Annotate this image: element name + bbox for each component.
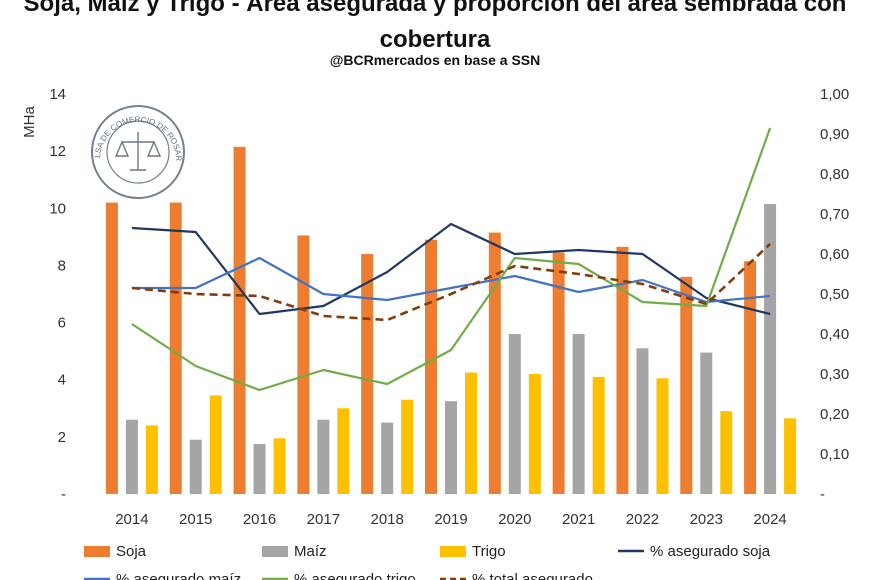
line-asegurado-trigo: [131, 127, 772, 392]
bar-soja: [233, 146, 246, 494]
y2-tick-label: 0,40: [820, 326, 849, 343]
legend-label: % asegurado soja: [650, 543, 771, 560]
bar-soja: [425, 239, 437, 494]
left-axis: - 2 4 6 8 10 12 14: [49, 86, 66, 503]
x-tick-label: 2020: [498, 511, 531, 528]
legend-label: % total asegurado: [472, 571, 593, 580]
bar-trigo: [528, 374, 541, 494]
line-asegurado-ma-z: [131, 256, 771, 304]
y-tick-label: 6: [58, 315, 66, 332]
x-tick-label: 2022: [626, 511, 659, 528]
bar-ma-z: [253, 444, 266, 494]
bar-ma-z: [508, 334, 521, 494]
watermark-seal: BOLSA DE COMERCIO DE ROSARIO: [0, 0, 185, 199]
y-tick-label: 10: [49, 200, 66, 217]
bar-soja: [616, 246, 629, 494]
y-tick-label: 8: [58, 257, 66, 274]
legend-label: Soja: [116, 543, 147, 560]
x-tick-label: 2014: [115, 511, 148, 528]
bar-soja: [680, 276, 693, 494]
bar-trigo: [784, 418, 797, 494]
bar-trigo: [465, 372, 477, 494]
line-asegurado-soja: [131, 222, 771, 316]
legend-swatch: [262, 546, 288, 557]
bar-trigo: [656, 378, 669, 494]
y2-tick-label: 0,30: [820, 366, 849, 383]
legend-swatch: [84, 546, 110, 557]
x-tick-label: 2016: [243, 511, 276, 528]
y2-tick-label: 0,70: [820, 206, 849, 223]
line-total-asegurado: [131, 243, 771, 322]
lines: [131, 127, 772, 392]
bar-trigo: [337, 408, 350, 494]
seal-outer-ring: [91, 105, 185, 199]
y-tick-label: 14: [49, 86, 66, 103]
x-tick-label: 2023: [690, 511, 723, 528]
legend-label: Trigo: [472, 543, 506, 560]
y2-tick-label: 0,50: [820, 286, 849, 303]
chart-title: Soja, Maíz y Trigo - Área asegurada y pr…: [23, 0, 847, 53]
bar-ma-z: [572, 334, 585, 494]
x-tick-label: 2017: [307, 511, 340, 528]
bar-trigo: [401, 399, 414, 494]
bar-ma-z: [700, 352, 713, 494]
bar-ma-z: [125, 419, 138, 494]
bar-trigo: [273, 438, 286, 494]
legend: Soja Maíz Trigo % asegurado soja % asegurado…: [84, 543, 771, 580]
bar-soja: [169, 202, 182, 495]
bar-ma-z: [636, 348, 649, 494]
bars: [105, 146, 797, 495]
bar-soja: [744, 261, 757, 494]
bar-soja: [488, 232, 501, 495]
x-tick-label: 2021: [562, 511, 595, 528]
y-tick-label: 12: [49, 143, 66, 160]
y-tick-label: -: [61, 486, 66, 503]
bar-trigo: [720, 411, 733, 494]
bar-ma-z: [317, 419, 330, 494]
bar-trigo: [209, 395, 222, 494]
y2-tick-label: 0,20: [820, 406, 849, 423]
legend-label: % asegurado maíz: [116, 571, 241, 580]
bar-trigo: [145, 425, 158, 494]
y-tick-label: 4: [58, 372, 66, 389]
legend-swatch: [440, 546, 466, 557]
x-tick-label: 2018: [370, 511, 403, 528]
bar-soja: [297, 235, 310, 494]
x-axis: 2014 2015 2016 2017 2018 2019 2020 2021 2022 2023…: [115, 511, 787, 528]
legend-label: Maíz: [294, 543, 327, 560]
bar-ma-z: [445, 401, 457, 494]
bar-ma-z: [764, 204, 777, 494]
bar-soja: [361, 254, 374, 494]
x-tick-label: 2015: [179, 511, 212, 528]
bar-soja: [552, 252, 565, 494]
x-tick-label: 2019: [434, 511, 467, 528]
y2-tick-label: 0,10: [820, 446, 849, 463]
y-axis-label: MHa: [21, 106, 38, 138]
y2-tick-label: 0,60: [820, 246, 849, 263]
chart-subtitle: @BCRmercados en base a SSN: [329, 52, 541, 68]
y2-tick-label: -: [820, 486, 825, 503]
bar-trigo: [592, 376, 605, 494]
bar-ma-z: [381, 422, 394, 494]
seal-scales-icon: [114, 132, 162, 171]
y-tick-label: 2: [58, 429, 66, 446]
y2-tick-label: 0,90: [820, 126, 849, 143]
seal-inner-ring: [106, 120, 170, 184]
y2-tick-label: 0,80: [820, 166, 849, 183]
right-axis: - 0,10 0,20 0,30 0,40 0,50 0,60 0,70 0,80 0,90 1,0…: [820, 86, 849, 503]
y2-tick-label: 1,00: [820, 86, 849, 103]
bar-ma-z: [189, 439, 202, 494]
bar-soja: [105, 202, 118, 495]
legend-label: % asegurado trigo: [294, 571, 416, 580]
x-tick-label: 2024: [753, 511, 786, 528]
